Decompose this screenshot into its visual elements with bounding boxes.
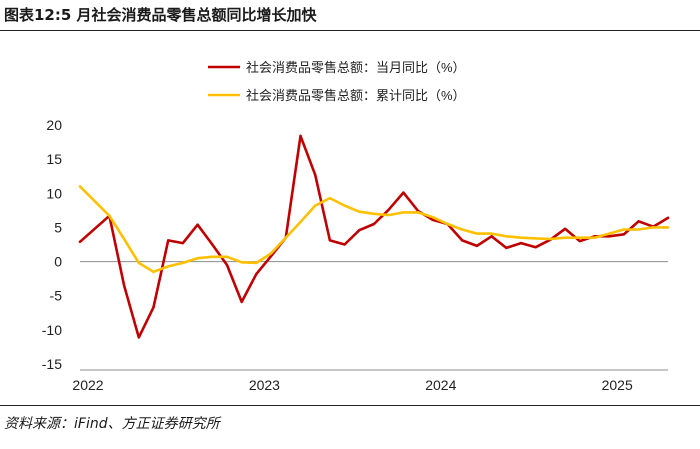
- data-point: [461, 228, 464, 231]
- monthly-yoy-line: [78, 134, 670, 339]
- data-point: [314, 204, 317, 207]
- data-point: [240, 300, 243, 304]
- data-point: [328, 239, 332, 242]
- data-point: [343, 204, 346, 207]
- data-point: [563, 227, 567, 230]
- chart-legend: 社会消费品零售总额：当月同比（%） 社会消费品零售总额：累计同比（%）: [208, 60, 466, 103]
- data-point: [240, 261, 243, 264]
- data-point: [402, 211, 405, 214]
- data-point: [358, 228, 361, 232]
- data-point: [328, 196, 332, 200]
- data-point: [593, 236, 596, 239]
- y-tick-label: 5: [54, 219, 62, 235]
- x-tick-label: 2023: [249, 377, 280, 393]
- series-group: [78, 134, 670, 339]
- data-point: [78, 185, 82, 188]
- data-point: [181, 261, 185, 265]
- y-tick-label: 20: [46, 117, 62, 133]
- data-point: [269, 254, 273, 258]
- data-point: [549, 237, 552, 241]
- title-divider: [0, 30, 700, 31]
- data-point: [578, 239, 581, 243]
- data-point: [211, 243, 214, 246]
- data-point: [137, 336, 140, 339]
- data-point: [563, 236, 567, 239]
- data-point: [196, 223, 199, 226]
- data-point: [431, 215, 434, 219]
- data-point: [152, 270, 155, 274]
- data-point: [167, 239, 170, 242]
- data-point: [461, 239, 464, 242]
- x-tick-label: 2024: [425, 377, 456, 393]
- data-point: [505, 235, 508, 238]
- legend-label: 社会消费品零售总额：累计同比（%）: [246, 88, 466, 103]
- data-point: [666, 216, 670, 220]
- x-tick-label: 2025: [602, 377, 633, 393]
- data-point: [490, 235, 493, 238]
- data-point: [343, 243, 346, 246]
- data-point: [608, 232, 611, 235]
- data-point: [284, 236, 287, 239]
- y-tick-label: 10: [46, 185, 62, 201]
- data-point: [446, 222, 449, 226]
- y-tick-label: -10: [42, 322, 62, 338]
- data-point: [122, 284, 126, 287]
- data-point: [152, 306, 155, 309]
- data-point: [137, 261, 140, 265]
- data-point: [666, 226, 670, 229]
- data-point: [108, 214, 111, 218]
- data-point: [534, 237, 537, 240]
- data-point: [358, 210, 361, 213]
- figure-title: 图表12:5 月社会消费品零售总额同比增长加快: [4, 6, 317, 24]
- data-point: [167, 265, 170, 268]
- data-point: [122, 237, 126, 241]
- data-point: [196, 256, 199, 260]
- chart-series: [78, 134, 670, 339]
- data-point: [299, 134, 302, 138]
- data-point: [475, 244, 479, 248]
- data-point: [314, 173, 317, 177]
- data-point: [622, 233, 626, 236]
- data-point: [255, 272, 258, 276]
- data-point: [402, 191, 405, 194]
- data-point: [225, 263, 229, 267]
- data-point: [505, 246, 508, 250]
- data-point: [78, 240, 82, 243]
- data-point: [519, 236, 523, 239]
- data-point: [225, 255, 229, 258]
- x-tick-label: 2022: [72, 377, 103, 393]
- series-group: [78, 185, 670, 274]
- chart-axes: -15 -10 -5 0 5 10 15 20 2022 2023 2024 2025: [42, 117, 668, 393]
- data-point: [652, 226, 655, 229]
- data-point: [387, 213, 390, 217]
- data-point: [637, 220, 640, 223]
- data-point: [372, 222, 376, 226]
- y-tick-label: 15: [46, 151, 62, 167]
- data-point: [255, 261, 258, 265]
- data-point: [269, 252, 273, 255]
- source-note: 资料来源：iFind、方正证券研究所: [4, 416, 220, 432]
- data-point: [387, 208, 390, 211]
- source-divider: [0, 405, 700, 406]
- data-point: [211, 255, 214, 258]
- data-point: [431, 218, 434, 222]
- data-point: [578, 236, 581, 239]
- data-point: [475, 232, 479, 235]
- data-point: [608, 235, 611, 238]
- y-tick-label: -5: [50, 288, 63, 304]
- data-point: [519, 241, 523, 245]
- y-tick-label: -15: [42, 356, 62, 372]
- data-point: [490, 232, 493, 235]
- data-point: [534, 246, 537, 249]
- cumulative-yoy-line: [78, 185, 670, 274]
- data-point: [372, 212, 376, 215]
- data-point: [299, 220, 302, 224]
- legend-label: 社会消费品零售总额：当月同比（%）: [246, 60, 466, 75]
- data-point: [181, 241, 185, 245]
- data-point: [416, 211, 420, 214]
- line-chart: 社会消费品零售总额：当月同比（%）社会消费品零售总额：累计同比（%） -15-1…: [42, 60, 670, 393]
- data-point: [637, 228, 640, 231]
- data-point: [622, 228, 626, 231]
- y-tick-label: 0: [54, 254, 62, 270]
